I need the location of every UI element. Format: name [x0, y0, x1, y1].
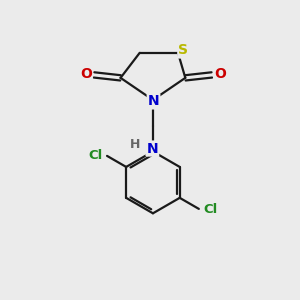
- Text: N: N: [148, 94, 159, 108]
- Text: N: N: [146, 142, 158, 155]
- Text: O: O: [80, 67, 92, 81]
- Text: H: H: [130, 139, 140, 152]
- Text: Cl: Cl: [89, 149, 103, 162]
- Text: O: O: [214, 67, 226, 81]
- Text: Cl: Cl: [203, 203, 217, 216]
- Text: S: S: [178, 44, 188, 58]
